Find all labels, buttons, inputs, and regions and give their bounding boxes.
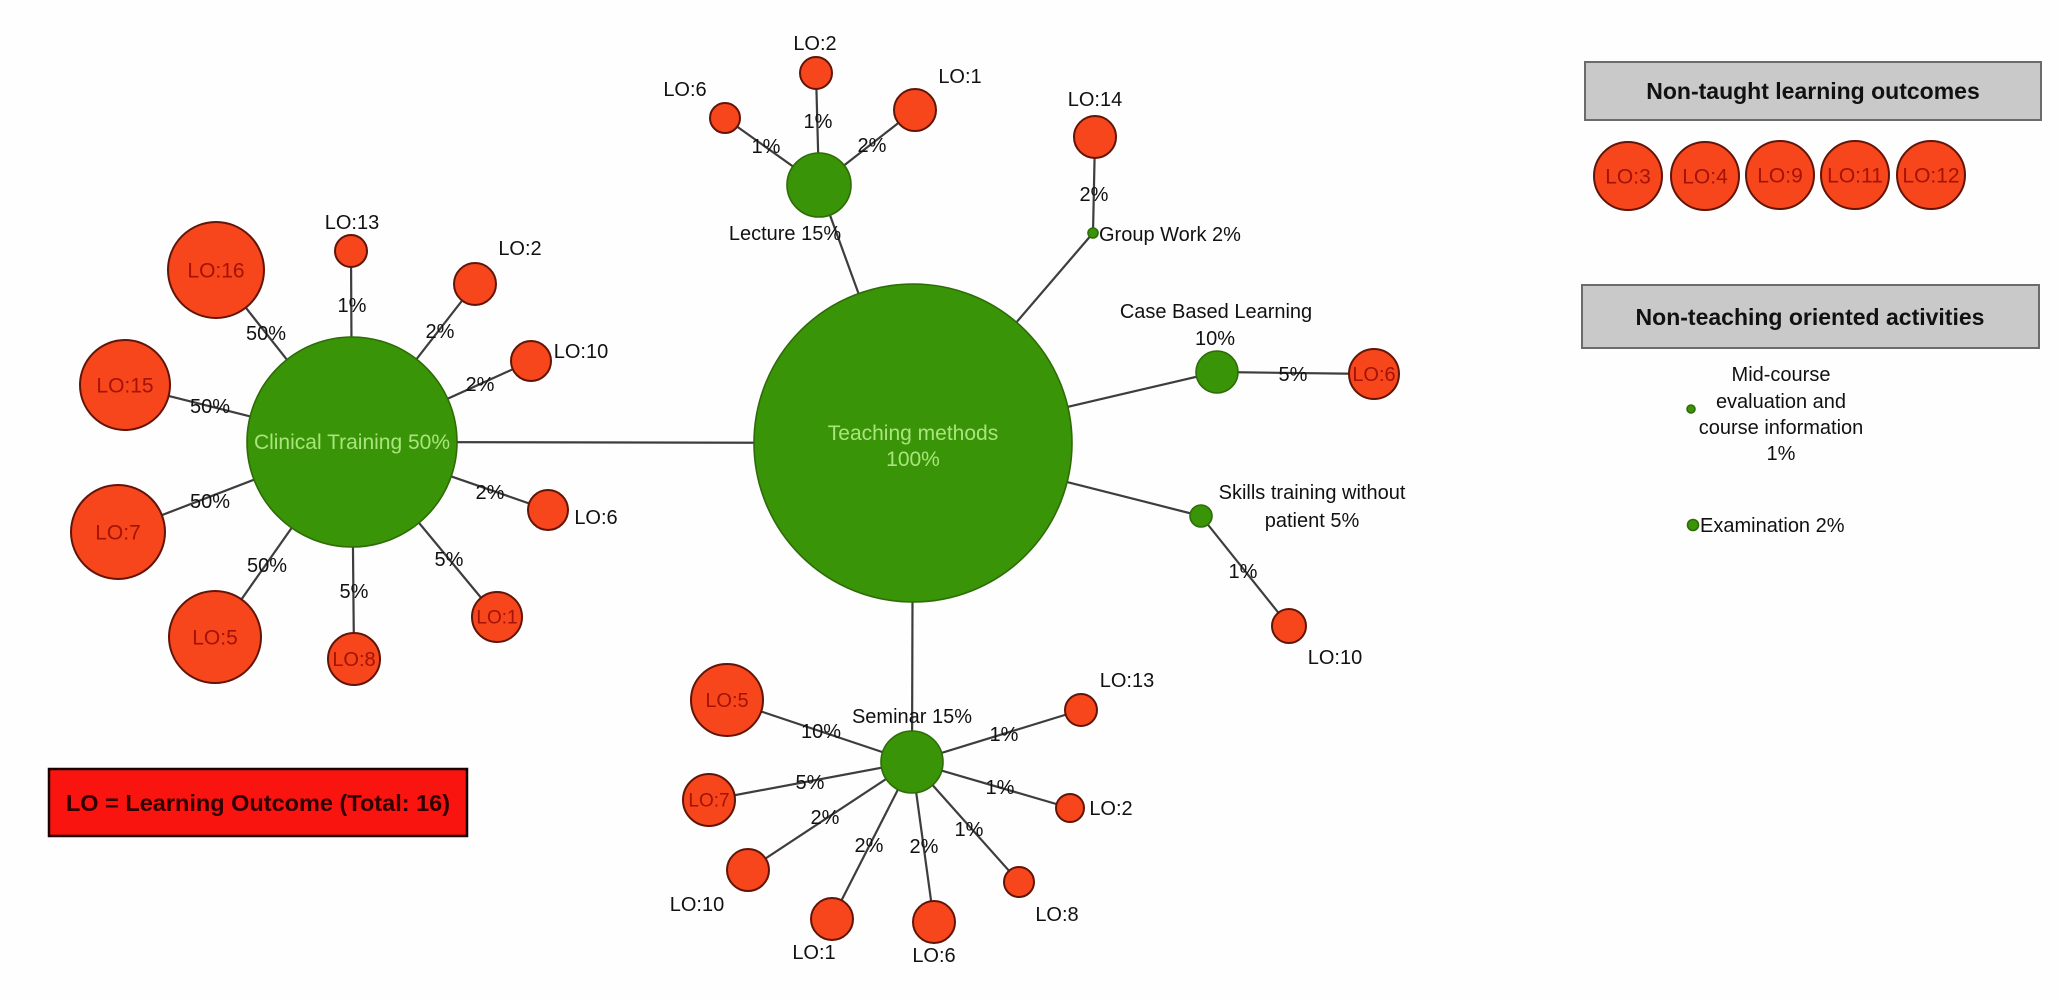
svg-text:Teaching methods: Teaching methods <box>828 422 998 445</box>
svg-text:1%: 1% <box>986 777 1015 799</box>
svg-text:LO:3: LO:3 <box>1605 165 1651 188</box>
svg-text:patient 5%: patient 5% <box>1265 510 1360 532</box>
svg-text:LO:16: LO:16 <box>187 259 244 282</box>
svg-text:50%: 50% <box>247 555 287 577</box>
svg-text:5%: 5% <box>340 581 369 603</box>
svg-text:LO:11: LO:11 <box>1827 164 1883 187</box>
svg-text:5%: 5% <box>435 549 464 571</box>
svg-text:100%: 100% <box>886 448 940 471</box>
svg-text:LO:5: LO:5 <box>192 626 238 649</box>
svg-text:LO:10: LO:10 <box>670 894 724 916</box>
svg-text:LO:10: LO:10 <box>554 341 608 363</box>
svg-text:2%: 2% <box>858 135 887 157</box>
svg-text:2%: 2% <box>855 835 884 857</box>
svg-text:1%: 1% <box>1767 443 1796 465</box>
svg-text:2%: 2% <box>466 374 495 396</box>
svg-text:course information: course information <box>1699 417 1864 439</box>
svg-text:evaluation and: evaluation and <box>1716 391 1846 413</box>
svg-text:5%: 5% <box>796 772 825 794</box>
svg-text:LO:2: LO:2 <box>793 33 836 55</box>
svg-text:LO:1: LO:1 <box>792 942 835 964</box>
svg-text:1%: 1% <box>1229 561 1258 583</box>
svg-text:2%: 2% <box>910 836 939 858</box>
svg-text:LO:13: LO:13 <box>325 212 379 234</box>
svg-text:Clinical Training 50%: Clinical Training 50% <box>254 431 450 454</box>
svg-text:LO:6: LO:6 <box>912 945 955 967</box>
svg-text:LO:8: LO:8 <box>332 649 375 671</box>
svg-text:Examination 2%: Examination 2% <box>1700 515 1845 537</box>
svg-text:1%: 1% <box>752 136 781 158</box>
svg-text:LO:1: LO:1 <box>476 608 517 629</box>
svg-text:LO:7: LO:7 <box>688 791 729 812</box>
svg-text:2%: 2% <box>426 321 455 343</box>
svg-text:Case Based Learning: Case Based Learning <box>1120 301 1312 323</box>
svg-text:LO:2: LO:2 <box>1089 798 1132 820</box>
svg-text:LO:2: LO:2 <box>498 238 541 260</box>
svg-text:LO:1: LO:1 <box>938 66 981 88</box>
svg-text:LO:9: LO:9 <box>1757 164 1803 187</box>
svg-text:LO:10: LO:10 <box>1308 647 1362 669</box>
svg-text:LO:6: LO:6 <box>663 79 706 101</box>
svg-text:10%: 10% <box>801 721 841 743</box>
svg-text:2%: 2% <box>1080 184 1109 206</box>
svg-text:Group Work 2%: Group Work 2% <box>1099 224 1241 246</box>
svg-text:LO:6: LO:6 <box>574 507 617 529</box>
svg-text:2%: 2% <box>811 807 840 829</box>
svg-text:LO:5: LO:5 <box>705 690 748 712</box>
svg-text:LO:12: LO:12 <box>1902 164 1959 187</box>
svg-text:1%: 1% <box>990 724 1019 746</box>
svg-text:2%: 2% <box>476 482 505 504</box>
svg-text:LO = Learning Outcome (Total:: LO = Learning Outcome (Total: 16) <box>66 790 450 816</box>
svg-text:50%: 50% <box>246 323 286 345</box>
svg-text:LO:8: LO:8 <box>1035 904 1078 926</box>
svg-text:Skills training without: Skills training without <box>1219 482 1406 504</box>
svg-text:Mid-course: Mid-course <box>1732 364 1831 386</box>
svg-text:LO:7: LO:7 <box>95 521 141 544</box>
svg-text:1%: 1% <box>338 295 367 317</box>
svg-text:1%: 1% <box>804 111 833 133</box>
svg-text:Seminar 15%: Seminar 15% <box>852 706 972 728</box>
svg-text:5%: 5% <box>1279 364 1308 386</box>
svg-text:Lecture 15%: Lecture 15% <box>729 223 842 245</box>
svg-text:50%: 50% <box>190 491 230 513</box>
svg-text:LO:6: LO:6 <box>1352 364 1395 386</box>
svg-text:1%: 1% <box>955 819 984 841</box>
svg-text:Non-teaching oriented activiti: Non-teaching oriented activities <box>1636 304 1985 330</box>
svg-text:LO:14: LO:14 <box>1068 89 1122 111</box>
svg-text:LO:15: LO:15 <box>96 374 153 397</box>
svg-text:10%: 10% <box>1195 328 1235 350</box>
svg-text:LO:4: LO:4 <box>1682 165 1728 188</box>
svg-text:Non-taught learning outcomes: Non-taught learning outcomes <box>1646 78 1980 104</box>
svg-text:50%: 50% <box>190 396 230 418</box>
svg-text:LO:13: LO:13 <box>1100 670 1154 692</box>
